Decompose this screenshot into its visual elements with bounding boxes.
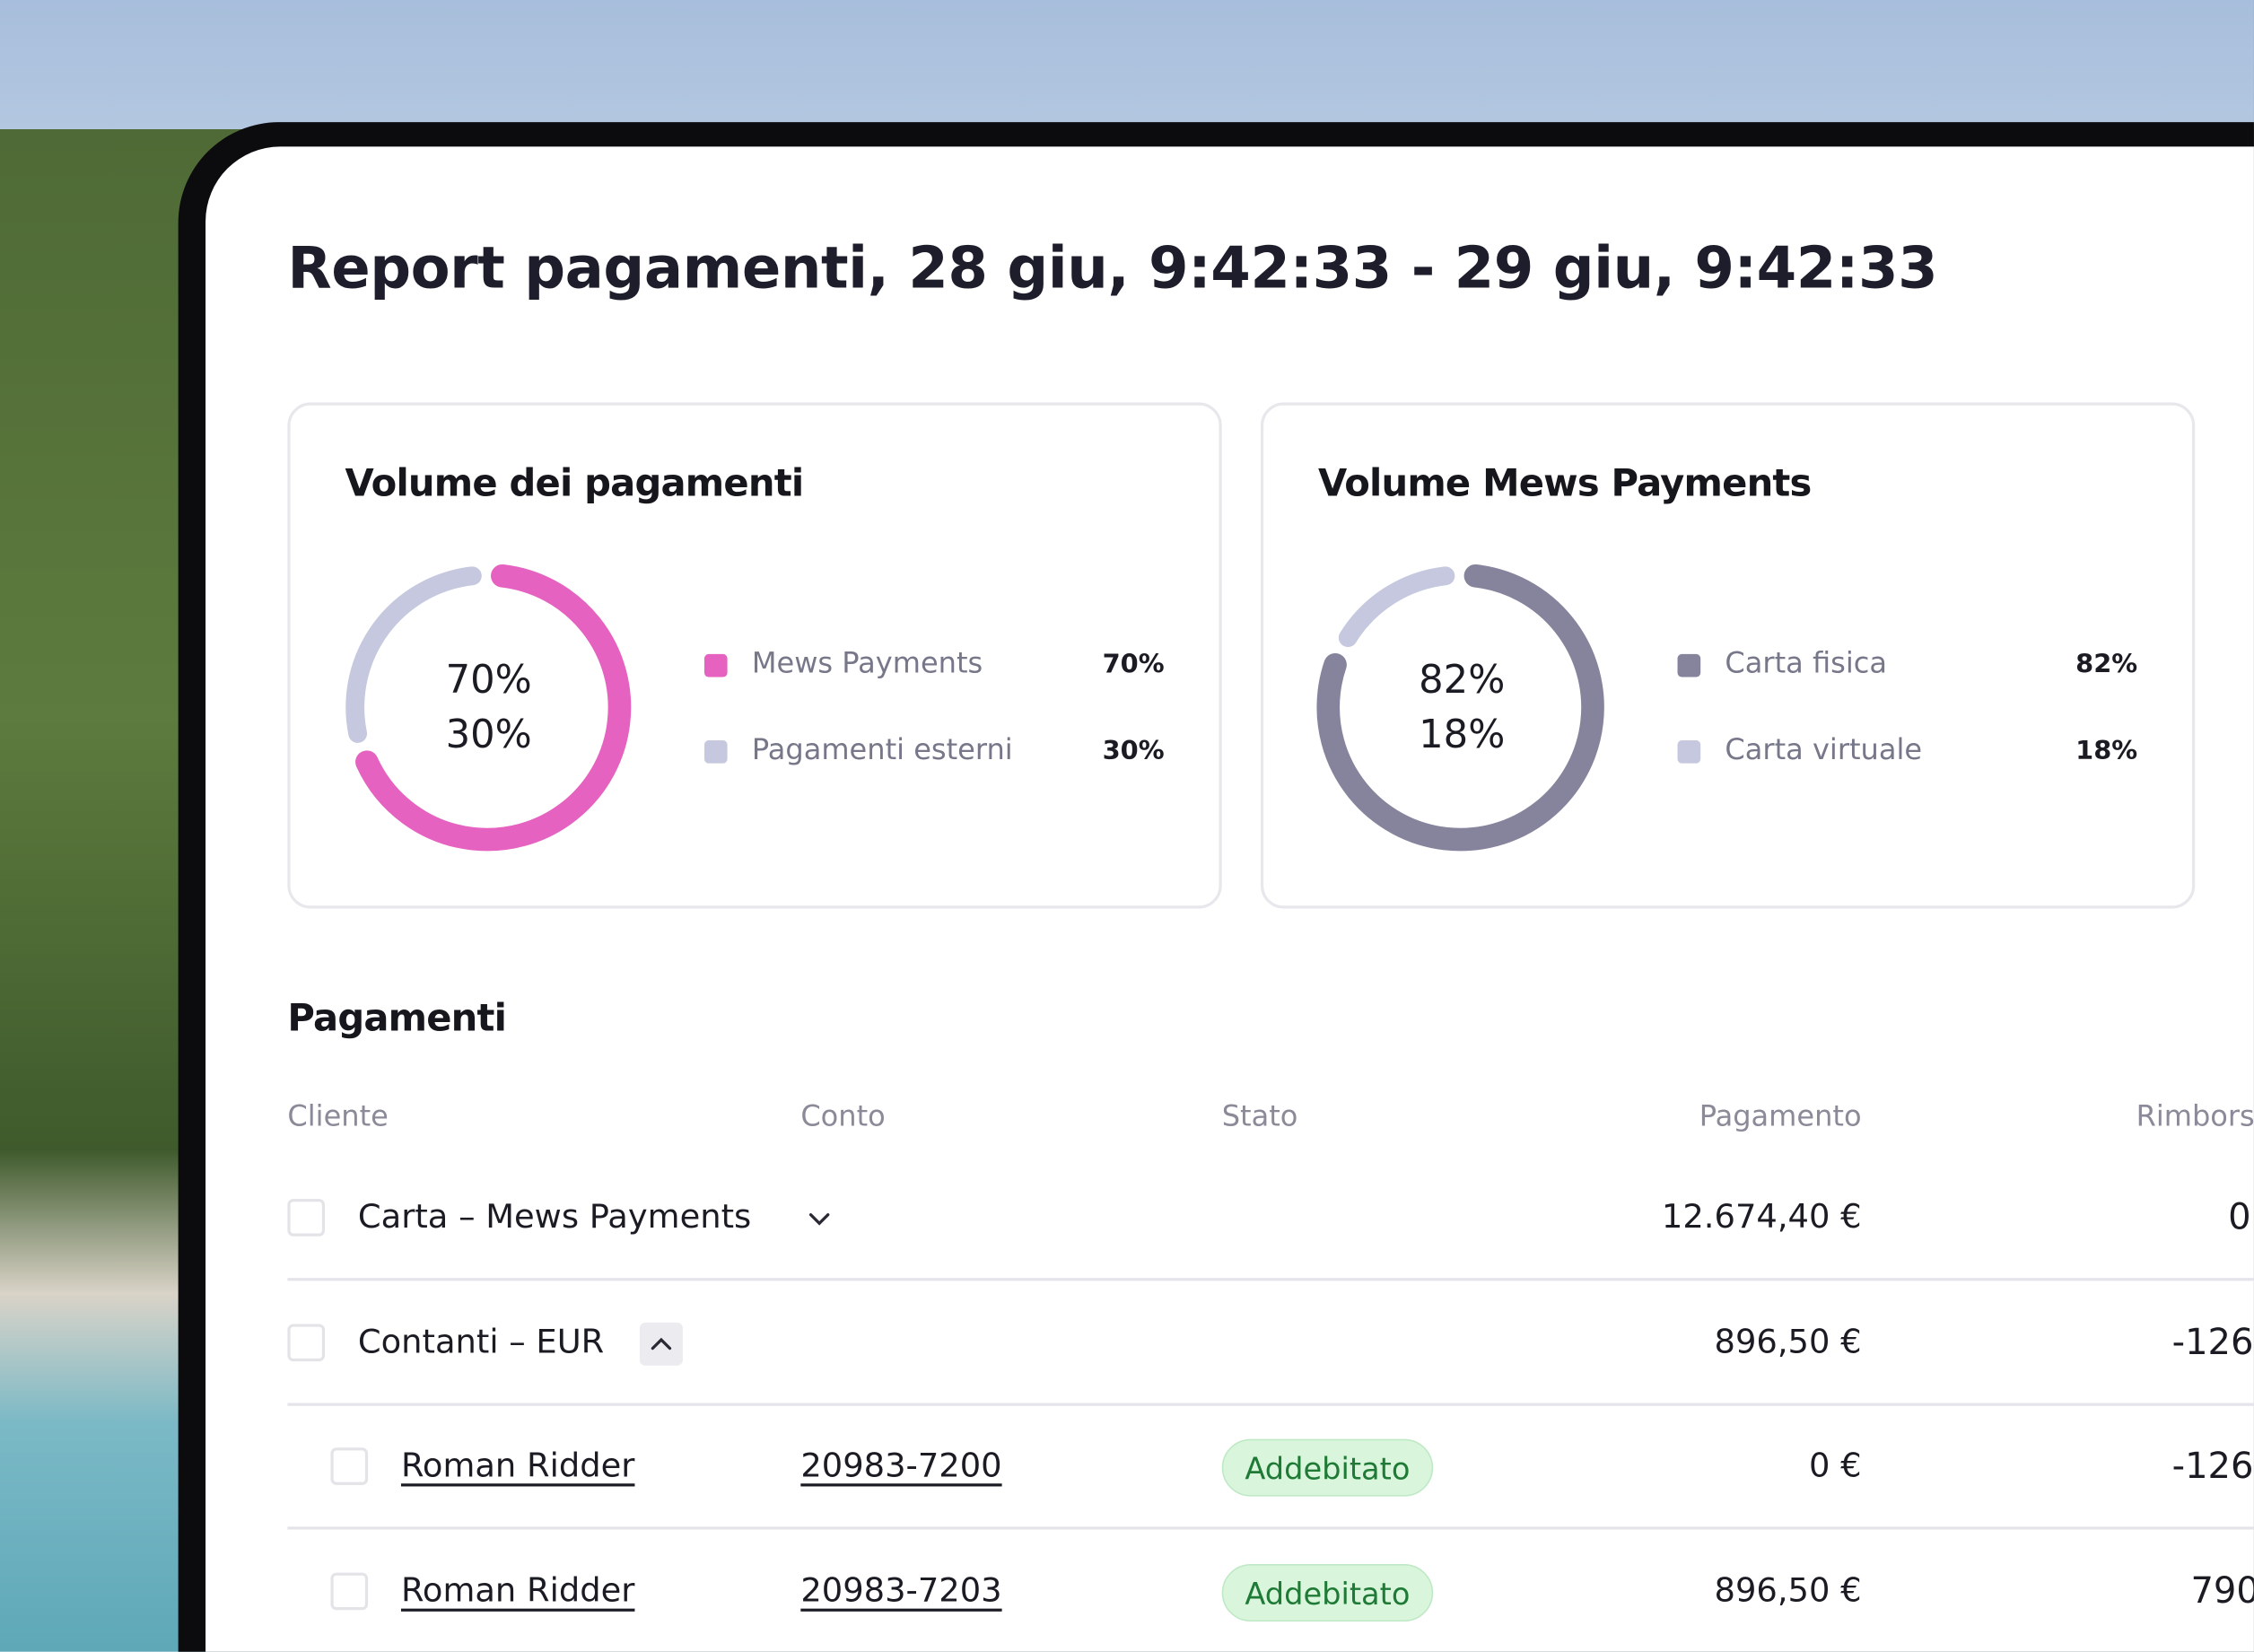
row-separator [287,1278,2254,1281]
card-title: Volume Mews Payments [1318,462,1812,506]
legend-name: Pagamenti esterni [751,731,1013,766]
rimborsi: 0 [2228,1195,2251,1238]
legend-value: 18% [2075,736,2138,766]
legend-value: 82% [2075,650,2138,680]
cliente: Carta – Mews Payments [357,1199,752,1237]
report-title: Report pagamenti, 28 giu, 9:42:33 - 29 g… [287,235,1938,302]
chevron [808,1213,830,1226]
center-label: 30% [445,712,532,758]
legend-swatch [703,653,728,677]
status-badge: Addebitato [1221,1563,1434,1622]
row-checkbox[interactable] [287,1324,326,1362]
legend-swatch [1677,740,1701,764]
column-header: Pagamento [1699,1097,1862,1133]
legend-value: 70% [1102,650,1165,680]
donut-segment [345,565,629,849]
column-header: Rimborsi [2136,1097,2254,1133]
pagamento: 896,50 € [1714,1572,1862,1611]
status-badge: Addebitato [1221,1438,1434,1497]
pagamento: 896,50 € [1714,1324,1862,1362]
row-checkbox[interactable] [330,1447,369,1485]
expand-toggle[interactable] [639,1322,683,1366]
card-title: Volume dei pagamenti [345,462,804,506]
column-header: Cliente [287,1097,389,1133]
rimborsi: -126 [2171,1445,2254,1487]
chevron [651,1337,672,1350]
center-label: 82% [1419,658,1506,704]
legend-value: 30% [1102,736,1165,766]
pagamento: 12.674,40 € [1661,1199,1862,1237]
expand-toggle[interactable] [798,1197,841,1240]
donut-segment [1318,565,1603,849]
row-separator [287,1526,2254,1530]
rimborsi: -126 [2171,1321,2254,1363]
legend-swatch [1677,653,1701,677]
donut-chart [343,563,632,852]
donut-segment [343,563,632,852]
conto[interactable]: 20983-7200 [800,1447,1002,1485]
center-label: 18% [1419,712,1506,758]
pagamento: 0 € [1808,1447,1862,1485]
report-panel: Report pagamenti, 28 giu, 9:42:33 - 29 g… [205,146,2254,1652]
legend-name: Mews Payments [751,645,983,680]
row-separator [287,1403,2254,1406]
row-checkbox[interactable] [330,1572,369,1611]
legend-swatch [703,740,728,764]
cliente: Contanti – EUR [357,1324,605,1362]
legend-name: Carta fisica [1725,645,1888,680]
rimborsi: 790 [2190,1569,2254,1612]
donut-card: Volume Mews Payments 82% Carta fisica 82% 18… [1260,402,2196,909]
donut-card: Volume dei pagamenti 70% Mews Payments 70% 3… [287,402,1222,909]
table-title: Pagamenti [287,997,507,1041]
cliente[interactable]: Roman Ridder [400,1447,635,1485]
row-checkbox[interactable] [287,1199,326,1237]
donut-segment [1316,563,1604,852]
legend-name: Carta virtuale [1725,731,1923,766]
column-header: Conto [800,1097,886,1133]
column-header: Stato [1221,1097,1298,1133]
conto[interactable]: 20983-7203 [800,1572,1002,1611]
center-label: 70% [445,658,532,704]
cliente[interactable]: Roman Ridder [400,1572,635,1611]
donut-chart [1316,563,1604,852]
